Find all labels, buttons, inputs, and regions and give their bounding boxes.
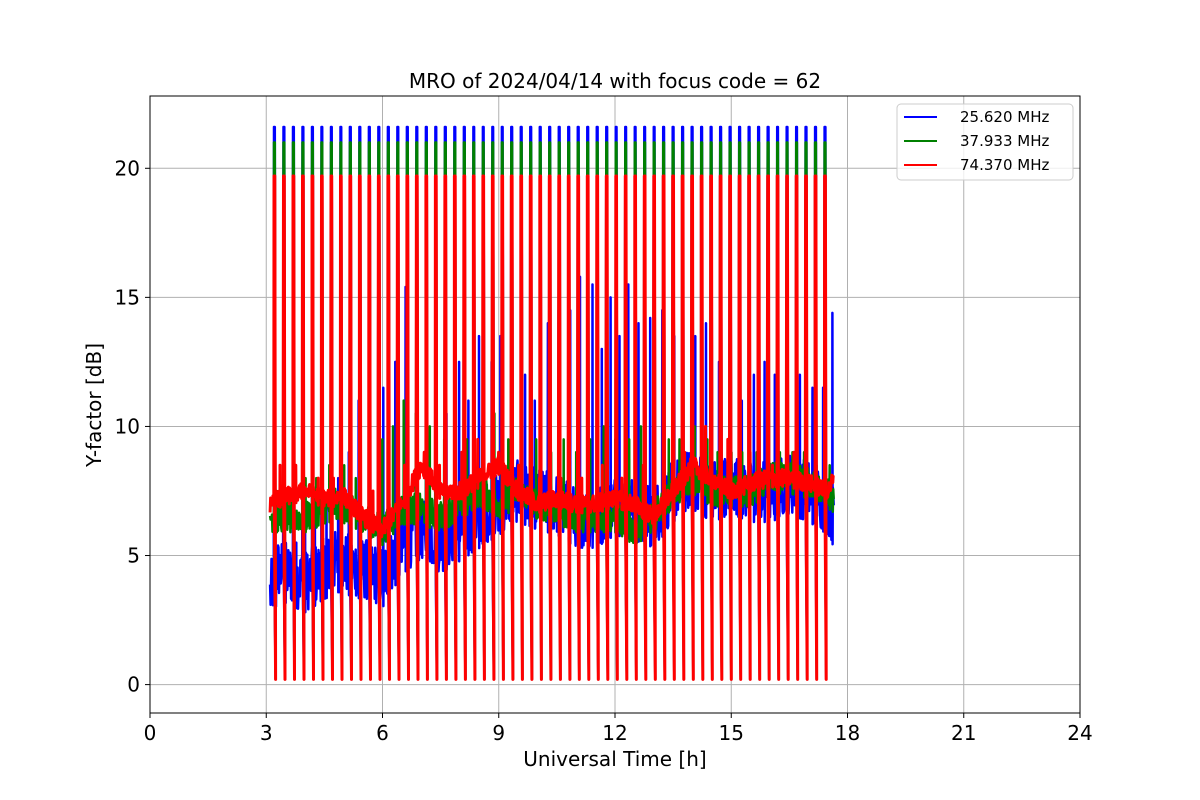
- legend-label: 74.370 MHz: [960, 156, 1049, 174]
- plot-area: [268, 125, 835, 681]
- y-tick-label: 0: [127, 673, 140, 697]
- x-tick-label: 0: [144, 721, 157, 745]
- x-tick-label: 12: [602, 721, 627, 745]
- series-line: [268, 174, 835, 681]
- x-tick-label: 9: [492, 721, 505, 745]
- y-tick-label: 10: [115, 414, 140, 438]
- x-tick-label: 6: [376, 721, 389, 745]
- chart-title: MRO of 2024/04/14 with focus code = 62: [409, 69, 821, 93]
- x-axis-title: Universal Time [h]: [523, 747, 706, 771]
- x-tick-label: 21: [951, 721, 976, 745]
- legend-frame: [896, 103, 1074, 181]
- legend: 25.620 MHz 37.933 MHz 74.370 MHz: [896, 103, 1074, 181]
- x-tick-label: 15: [719, 721, 744, 745]
- x-axis: 0 3 6 9 12 15 18 21 24: [144, 713, 1093, 745]
- y-tick-label: 15: [115, 285, 140, 309]
- y-axis-title: Y-factor [dB]: [82, 343, 106, 468]
- y-tick-label: 5: [127, 544, 140, 568]
- x-tick-label: 3: [260, 721, 273, 745]
- legend-label: 25.620 MHz: [960, 108, 1049, 126]
- y-axis: 0 5 10 15 20: [115, 156, 150, 697]
- x-tick-label: 24: [1067, 721, 1092, 745]
- x-tick-label: 18: [835, 721, 860, 745]
- legend-label: 37.933 MHz: [960, 132, 1049, 150]
- y-tick-label: 20: [115, 156, 140, 180]
